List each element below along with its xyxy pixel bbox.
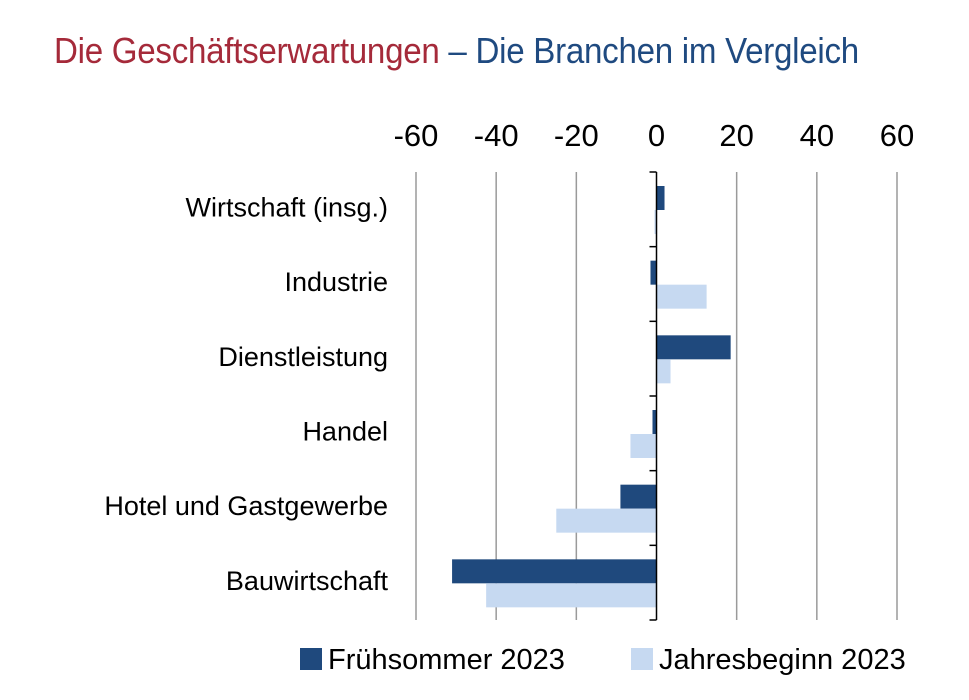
title-part-2: – Die Branchen im Vergleich: [439, 30, 859, 71]
chart-title: Die Geschäftserwartungen – Die Branchen …: [54, 30, 859, 72]
x-tick-label: -40: [474, 118, 519, 153]
category-label: Industrie: [284, 267, 388, 297]
bar-series-2: [630, 434, 657, 458]
legend-label: Jahresbeginn 2023: [659, 644, 906, 676]
bar-series-1: [650, 260, 657, 285]
category-label: Wirtschaft (insg.): [185, 192, 388, 222]
category-label: Hotel und Gastgewerbe: [104, 491, 388, 521]
bar-series-2: [486, 583, 657, 608]
legend: Frühsommer 2023 Jahresbeginn 2023: [300, 644, 906, 676]
gridlines: [415, 172, 898, 620]
x-tick-label: 0: [648, 118, 665, 153]
x-tick-label: 20: [719, 118, 753, 153]
bars: [452, 186, 731, 608]
bar-series-2: [556, 508, 657, 533]
bar-series-1: [452, 559, 657, 584]
bar-series-2: [656, 359, 671, 384]
category-label: Dienstleistung: [218, 342, 388, 372]
title-part-1: Die Geschäftserwartungen: [54, 30, 440, 71]
bar-series-2: [654, 210, 657, 234]
bar-series-1: [652, 410, 657, 434]
bar-series-1: [656, 335, 731, 360]
legend-swatch: [300, 648, 322, 670]
bar-series-2: [656, 284, 707, 309]
x-axis-tick-labels: -60 -40 -20 0 20 40 60: [394, 118, 915, 153]
x-tick-label: -60: [394, 118, 439, 153]
category-label: Handel: [302, 416, 388, 446]
bar-series-1: [620, 484, 657, 509]
bar-series-1: [656, 186, 665, 210]
x-tick-label: 40: [800, 118, 834, 153]
category-label: Bauwirtschaft: [226, 566, 389, 596]
category-labels: Wirtschaft (insg.) Industrie Dienstleistun…: [104, 192, 388, 595]
x-tick-label: 60: [880, 118, 914, 153]
x-tick-label: -20: [554, 118, 599, 153]
legend-label: Frühsommer 2023: [328, 644, 565, 676]
zero-axis: [649, 171, 658, 621]
legend-swatch: [631, 648, 653, 670]
